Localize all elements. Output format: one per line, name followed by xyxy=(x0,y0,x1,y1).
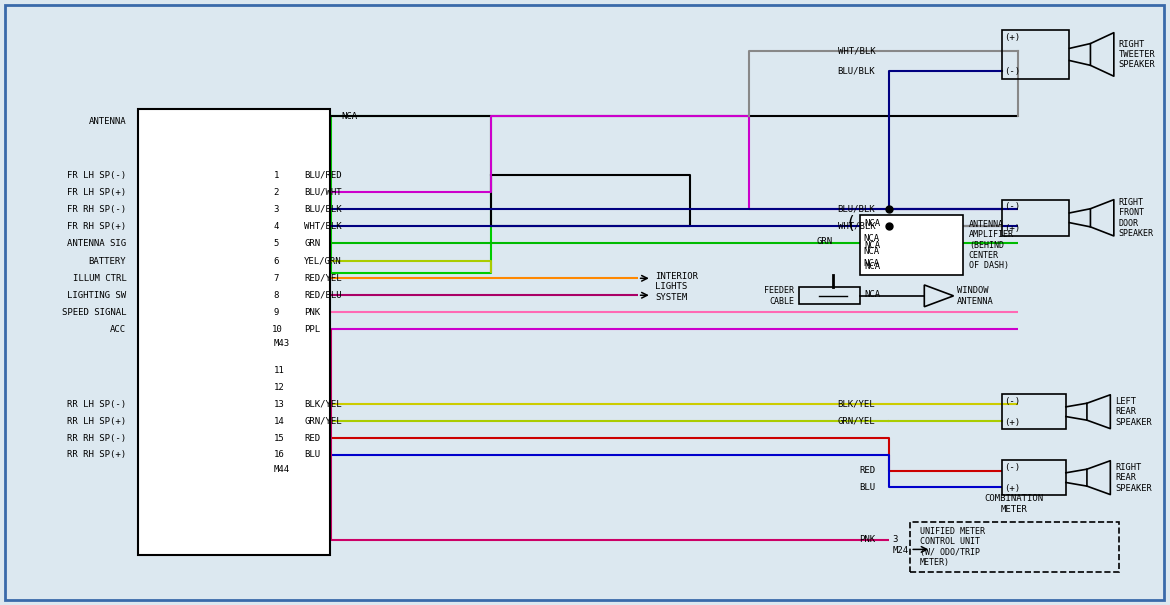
Text: 3: 3 xyxy=(274,205,280,214)
Text: RR RH SP(-): RR RH SP(-) xyxy=(67,434,126,442)
Text: ANTENNA
AMPLIFIER
(BEHIND
CENTER
OF DASH): ANTENNA AMPLIFIER (BEHIND CENTER OF DASH… xyxy=(969,220,1013,270)
Text: ANTENNA: ANTENNA xyxy=(89,117,126,125)
Text: NCA: NCA xyxy=(342,112,358,120)
Text: RIGHT
FRONT
DOOR
SPEAKER: RIGHT FRONT DOOR SPEAKER xyxy=(1119,198,1154,238)
Text: 5: 5 xyxy=(274,239,280,247)
Text: WHT/BLK: WHT/BLK xyxy=(838,222,875,231)
Text: NCA: NCA xyxy=(865,220,881,228)
Text: RR RH SP(+): RR RH SP(+) xyxy=(67,451,126,459)
Text: (: ( xyxy=(845,215,855,233)
Text: BLU: BLU xyxy=(304,451,321,459)
Text: BLU/BLK: BLU/BLK xyxy=(838,67,875,76)
Text: ILLUM CTRL: ILLUM CTRL xyxy=(73,274,126,283)
Text: BLU/WHT: BLU/WHT xyxy=(304,188,342,197)
Text: M43: M43 xyxy=(274,339,290,348)
Text: RED/YEL: RED/YEL xyxy=(304,274,342,283)
Text: BLU/RED: BLU/RED xyxy=(304,171,342,180)
Text: 3: 3 xyxy=(893,535,899,544)
Text: LIGHTING SW: LIGHTING SW xyxy=(67,291,126,299)
Text: M24: M24 xyxy=(893,546,909,555)
Text: LEFT
REAR
SPEAKER: LEFT REAR SPEAKER xyxy=(1115,397,1151,427)
Bar xyxy=(1002,30,1069,79)
Bar xyxy=(138,109,330,555)
Text: (-): (-) xyxy=(1004,67,1020,76)
Bar xyxy=(910,522,1119,572)
Text: NCA: NCA xyxy=(863,235,880,243)
Text: 16: 16 xyxy=(274,451,284,459)
Text: BLK/YEL: BLK/YEL xyxy=(304,400,342,408)
Text: FEEDER
CABLE: FEEDER CABLE xyxy=(764,286,794,306)
Text: 11: 11 xyxy=(274,366,284,374)
Text: FR LH SP(+): FR LH SP(+) xyxy=(67,188,126,197)
Bar xyxy=(1002,460,1066,495)
Text: (+): (+) xyxy=(1004,485,1020,493)
Text: (-): (-) xyxy=(1004,397,1020,406)
Text: PPL: PPL xyxy=(304,325,321,333)
Text: WHT/BLK: WHT/BLK xyxy=(304,222,342,231)
Text: FR RH SP(+): FR RH SP(+) xyxy=(67,222,126,231)
Text: 6: 6 xyxy=(274,257,280,266)
Text: NCA: NCA xyxy=(863,247,880,255)
Text: (-): (-) xyxy=(1004,463,1020,472)
Text: 8: 8 xyxy=(274,291,280,299)
Text: GRN: GRN xyxy=(817,238,833,246)
Text: RR LH SP(-): RR LH SP(-) xyxy=(67,400,126,408)
Text: 1: 1 xyxy=(274,171,280,180)
Text: GRN: GRN xyxy=(304,239,321,247)
Text: PNK: PNK xyxy=(304,308,321,316)
Text: ANTENNA SIG: ANTENNA SIG xyxy=(67,239,126,247)
Text: YEL/GRN: YEL/GRN xyxy=(304,257,342,266)
Text: RIGHT
REAR
SPEAKER: RIGHT REAR SPEAKER xyxy=(1115,463,1151,492)
Text: (+): (+) xyxy=(1004,224,1020,233)
Bar xyxy=(799,287,860,304)
Text: NCA: NCA xyxy=(865,262,881,270)
Text: WINDOW
ANTENNA: WINDOW ANTENNA xyxy=(957,286,993,306)
Text: UNIFIED METER
CONTROL UNIT
(W/ ODO/TRIP
METER): UNIFIED METER CONTROL UNIT (W/ ODO/TRIP … xyxy=(920,527,985,567)
Text: 4: 4 xyxy=(274,222,280,231)
Text: BATTERY: BATTERY xyxy=(89,257,126,266)
Text: RIGHT
TWEETER
SPEAKER: RIGHT TWEETER SPEAKER xyxy=(1119,39,1155,70)
Text: FR LH SP(-): FR LH SP(-) xyxy=(67,171,126,180)
Text: 14: 14 xyxy=(274,417,284,425)
Text: (+): (+) xyxy=(1004,33,1020,42)
Text: ACC: ACC xyxy=(110,325,126,333)
Text: COMBINATION
METER: COMBINATION METER xyxy=(985,494,1044,514)
Text: NCA: NCA xyxy=(865,290,881,299)
Text: (+): (+) xyxy=(1004,419,1020,427)
Text: BLU/BLK: BLU/BLK xyxy=(838,205,875,214)
Text: (-): (-) xyxy=(1004,203,1020,211)
Text: SPEED SIGNAL: SPEED SIGNAL xyxy=(62,308,126,316)
Text: INTERIOR
LIGHTS
SYSTEM: INTERIOR LIGHTS SYSTEM xyxy=(655,272,698,302)
Text: BLU: BLU xyxy=(859,483,875,491)
Text: RED/BLU: RED/BLU xyxy=(304,291,342,299)
Bar xyxy=(1002,394,1066,429)
Text: RED: RED xyxy=(859,466,875,475)
Text: GRN/YEL: GRN/YEL xyxy=(838,417,875,425)
Text: RED: RED xyxy=(304,434,321,442)
Text: PNK: PNK xyxy=(859,535,875,544)
Text: 9: 9 xyxy=(274,308,280,316)
Text: FR RH SP(-): FR RH SP(-) xyxy=(67,205,126,214)
Text: NCA: NCA xyxy=(863,259,880,267)
Text: WHT/BLK: WHT/BLK xyxy=(838,47,875,55)
Text: 15: 15 xyxy=(274,434,284,442)
Text: RR LH SP(+): RR LH SP(+) xyxy=(67,417,126,425)
Text: 12: 12 xyxy=(274,383,284,391)
Bar xyxy=(1002,200,1069,236)
Text: BLU/BLK: BLU/BLK xyxy=(304,205,342,214)
Text: 10: 10 xyxy=(271,325,282,333)
Text: GRN/YEL: GRN/YEL xyxy=(304,417,342,425)
Text: 7: 7 xyxy=(274,274,280,283)
Text: M44: M44 xyxy=(274,465,290,474)
Text: NCA: NCA xyxy=(865,241,881,249)
Bar xyxy=(860,215,963,275)
Text: 2: 2 xyxy=(274,188,280,197)
Text: BLK/YEL: BLK/YEL xyxy=(838,400,875,408)
Text: 13: 13 xyxy=(274,400,284,408)
